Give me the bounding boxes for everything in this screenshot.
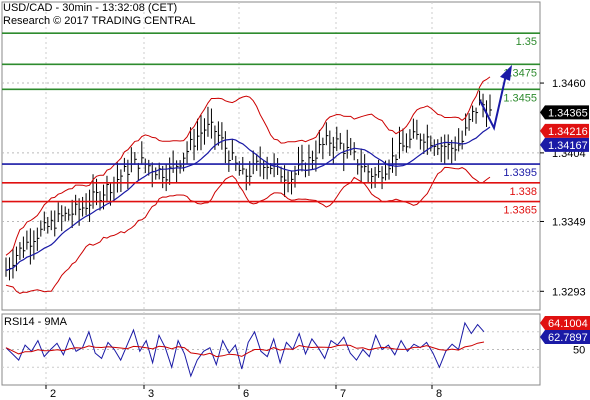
price-badge: 1.34167 — [540, 137, 589, 152]
level-label: 1.3395 — [503, 167, 537, 179]
rsi-badge: 64.1004 — [540, 316, 590, 330]
level-label: 1.35 — [516, 36, 537, 48]
rsi-badge: 62.7897 — [540, 330, 590, 344]
price-badge-bg — [540, 105, 589, 120]
y-tick-label: 1.3293 — [552, 286, 586, 298]
price-badge: 1.34216 — [540, 123, 589, 138]
x-tick-label: 8 — [436, 388, 442, 400]
bollinger-lower — [5, 166, 491, 294]
bollinger-upper — [5, 76, 491, 256]
price-badge-label: 1.34365 — [548, 107, 588, 119]
level-label: 1.3455 — [503, 92, 537, 104]
y-tick-label: 1.3349 — [552, 216, 586, 228]
price-badge-label: 1.34167 — [548, 140, 588, 152]
rsi-badge-label: 62.7897 — [548, 332, 588, 344]
level-label: 1.338 — [509, 186, 537, 198]
y-tick-label: 1.3460 — [552, 78, 586, 90]
x-tick-label: 3 — [148, 388, 154, 400]
x-tick-label: 2 — [50, 388, 56, 400]
rsi-line — [5, 321, 485, 378]
level-label: 1.3365 — [503, 205, 537, 217]
level-label: 1.3475 — [503, 67, 537, 79]
price-panel-frame — [1, 1, 541, 311]
price-badge-label: 1.34216 — [548, 126, 588, 138]
moving-average-line — [5, 126, 491, 271]
chart-title: USD/CAD - 30min - 13:32:08 (CET) — [3, 2, 178, 14]
price-badge: 1.34365 — [540, 105, 589, 120]
price-badge-bg — [540, 123, 589, 138]
rsi-title: RSI14 - 9MA — [4, 316, 68, 328]
rsi-badge-bg — [540, 316, 590, 330]
copyright-text: Research © 2017 TRADING CENTRAL — [3, 15, 196, 27]
x-tick-label: 6 — [243, 388, 249, 400]
price-badge-bg — [540, 137, 589, 152]
x-tick-label: 7 — [340, 388, 346, 400]
forecast-arrowhead — [500, 64, 512, 81]
forecast-arrow — [479, 74, 507, 131]
rsi-ma-line — [5, 341, 485, 358]
rsi-badge-bg — [540, 330, 590, 344]
rsi-y-tick-label: 50 — [573, 345, 585, 357]
rsi-badge-label: 64.1004 — [548, 318, 588, 330]
